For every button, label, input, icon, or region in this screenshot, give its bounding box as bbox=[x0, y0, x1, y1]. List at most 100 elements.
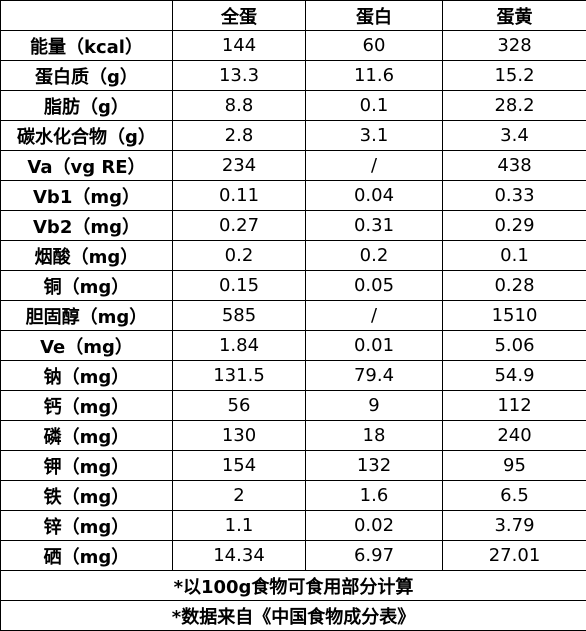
data-row: 钠（mg） 131.5 79.4 54.9 bbox=[0, 360, 586, 391]
data-cell: 0.28 bbox=[442, 270, 586, 301]
row-label: 铜（mg） bbox=[0, 270, 173, 301]
header-row: 全蛋 蛋白 蛋黄 bbox=[0, 0, 586, 31]
row-label: 胆固醇（mg） bbox=[0, 300, 173, 331]
row-label: 钾（mg） bbox=[0, 450, 173, 481]
data-cell: 1.6 bbox=[305, 480, 443, 511]
data-cell: 240 bbox=[442, 420, 586, 451]
row-label: Vb2（mg） bbox=[0, 210, 173, 241]
data-cell: 132 bbox=[305, 450, 443, 481]
data-cell: 9 bbox=[305, 390, 443, 421]
row-label: 脂肪（g） bbox=[0, 90, 173, 121]
data-row: 钙（mg） 56 9 112 bbox=[0, 390, 586, 421]
data-cell: 6.5 bbox=[442, 480, 586, 511]
row-label: 锌（mg） bbox=[0, 510, 173, 541]
data-row: Vb1（mg） 0.11 0.04 0.33 bbox=[0, 180, 586, 211]
row-label: 磷（mg） bbox=[0, 420, 173, 451]
note-row: *数据来自《中国食物成分表》 bbox=[0, 600, 586, 631]
data-cell: 0.01 bbox=[305, 330, 443, 361]
data-row: 碳水化合物（g） 2.8 3.1 3.4 bbox=[0, 120, 586, 151]
row-label: 烟酸（mg） bbox=[0, 240, 173, 271]
row-label: 能量（kcal） bbox=[0, 30, 173, 61]
data-cell: 0.15 bbox=[172, 270, 306, 301]
data-cell: 11.6 bbox=[305, 60, 443, 91]
data-cell: 13.3 bbox=[172, 60, 306, 91]
data-cell: / bbox=[305, 300, 443, 331]
row-label: 铁（mg） bbox=[0, 480, 173, 511]
data-cell: 54.9 bbox=[442, 360, 586, 391]
note: *数据来自《中国食物成分表》 bbox=[0, 600, 586, 631]
note-row: *以100g食物可食用部分计算 bbox=[0, 570, 586, 601]
data-cell: 95 bbox=[442, 450, 586, 481]
row-label: 蛋白质（g） bbox=[0, 60, 173, 91]
data-cell: 328 bbox=[442, 30, 586, 61]
data-cell: 131.5 bbox=[172, 360, 306, 391]
data-row: 磷（mg） 130 18 240 bbox=[0, 420, 586, 451]
row-label: 硒（mg） bbox=[0, 540, 173, 571]
data-cell: 0.2 bbox=[305, 240, 443, 271]
row-label: 钠（mg） bbox=[0, 360, 173, 391]
data-cell: 0.1 bbox=[305, 90, 443, 121]
header-cell: 全蛋 bbox=[172, 0, 306, 31]
data-cell: 0.29 bbox=[442, 210, 586, 241]
data-cell: 1510 bbox=[442, 300, 586, 331]
data-row: 蛋白质（g） 13.3 11.6 15.2 bbox=[0, 60, 586, 91]
row-label: Vb1（mg） bbox=[0, 180, 173, 211]
data-cell: 27.01 bbox=[442, 540, 586, 571]
data-cell: 0.2 bbox=[172, 240, 306, 271]
data-cell: 15.2 bbox=[442, 60, 586, 91]
data-row: Vb2（mg） 0.27 0.31 0.29 bbox=[0, 210, 586, 241]
data-cell: 0.31 bbox=[305, 210, 443, 241]
data-cell: 438 bbox=[442, 150, 586, 181]
data-row: Va（vg RE） 234/438 bbox=[0, 150, 586, 181]
data-cell: 0.1 bbox=[442, 240, 586, 271]
header-cell: 蛋白 bbox=[305, 0, 443, 31]
data-row: 脂肪（g） 8.8 0.1 28.2 bbox=[0, 90, 586, 121]
data-cell: 144 bbox=[172, 30, 306, 61]
data-cell: 2 bbox=[172, 480, 306, 511]
data-cell: 28.2 bbox=[442, 90, 586, 121]
corner-cell bbox=[0, 0, 173, 31]
data-row: 钾（mg） 154 132 95 bbox=[0, 450, 586, 481]
data-cell: 112 bbox=[442, 390, 586, 421]
row-label: 钙（mg） bbox=[0, 390, 173, 421]
data-cell: 130 bbox=[172, 420, 306, 451]
data-cell: 1.1 bbox=[172, 510, 306, 541]
data-cell: 0.33 bbox=[442, 180, 586, 211]
data-cell: 0.04 bbox=[305, 180, 443, 211]
data-cell: 234 bbox=[172, 150, 306, 181]
data-cell: 3.4 bbox=[442, 120, 586, 151]
row-label: 碳水化合物（g） bbox=[0, 120, 173, 151]
data-row: Ve（mg） 1.84 0.01 5.06 bbox=[0, 330, 586, 361]
data-row: 锌（mg） 1.1 0.02 3.79 bbox=[0, 510, 586, 541]
data-cell: 6.97 bbox=[305, 540, 443, 571]
data-cell: 154 bbox=[172, 450, 306, 481]
data-cell: 0.11 bbox=[172, 180, 306, 211]
data-row: 铜（mg） 0.15 0.05 0.28 bbox=[0, 270, 586, 301]
data-cell: 0.27 bbox=[172, 210, 306, 241]
data-cell: 60 bbox=[305, 30, 443, 61]
data-cell: 3.79 bbox=[442, 510, 586, 541]
data-row: 胆固醇（mg） 585/1510 bbox=[0, 300, 586, 331]
data-cell: 0.05 bbox=[305, 270, 443, 301]
data-cell: 3.1 bbox=[305, 120, 443, 151]
header-cell: 蛋黄 bbox=[442, 0, 586, 31]
data-cell: 2.8 bbox=[172, 120, 306, 151]
data-row: 铁（mg） 2 1.6 6.5 bbox=[0, 480, 586, 511]
data-cell: 8.8 bbox=[172, 90, 306, 121]
data-row: 硒（mg） 14.34 6.97 27.01 bbox=[0, 540, 586, 571]
data-cell: 0.02 bbox=[305, 510, 443, 541]
data-cell: 56 bbox=[172, 390, 306, 421]
row-label: Va（vg RE） bbox=[0, 150, 173, 181]
data-cell: 5.06 bbox=[442, 330, 586, 361]
data-cell: 585 bbox=[172, 300, 306, 331]
data-cell: 79.4 bbox=[305, 360, 443, 391]
row-label: Ve（mg） bbox=[0, 330, 173, 361]
data-row: 能量（kcal） 144 60 328 bbox=[0, 30, 586, 61]
data-cell: 1.84 bbox=[172, 330, 306, 361]
data-cell: 14.34 bbox=[172, 540, 306, 571]
data-row: 烟酸（mg） 0.2 0.2 0.1 bbox=[0, 240, 586, 271]
data-cell: / bbox=[305, 150, 443, 181]
data-cell: 18 bbox=[305, 420, 443, 451]
